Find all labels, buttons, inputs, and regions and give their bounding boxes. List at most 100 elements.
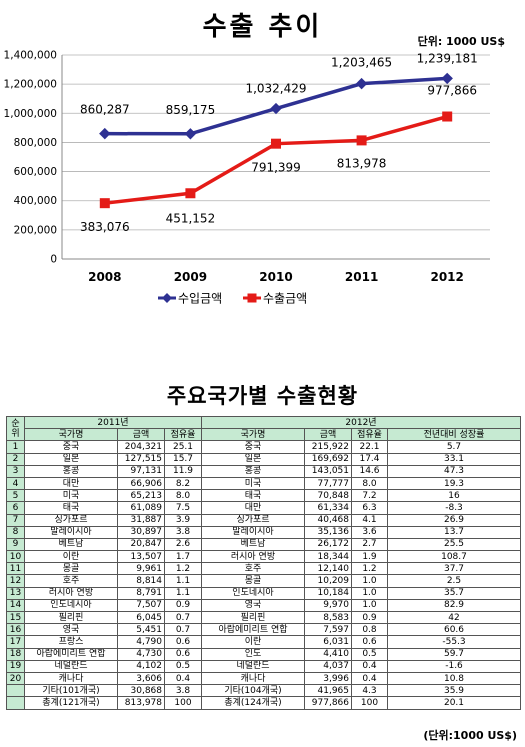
legend-marker (247, 293, 257, 303)
table-cell: 4,730 (117, 647, 165, 661)
data-label: 859,175 (166, 103, 216, 117)
table-row: 8 말레이시아 30,897 3.8 말레이시아 35,136 3.6 13.7 (6, 525, 521, 539)
table-cell: 1.1 (164, 574, 202, 588)
table-row: 2 일본 127,515 15.7 일본 169,692 17.4 33.1 (6, 452, 521, 466)
x-tick-label: 2011 (345, 270, 378, 284)
data-point (185, 188, 196, 199)
table-cell: 러시아 연방 (24, 586, 118, 600)
table-row: 16 영국 5,451 0.7 아랍에미리트 연합 7,597 0.8 60.6 (6, 623, 521, 637)
table-cell: 일본 (24, 452, 118, 466)
data-point (442, 111, 453, 122)
table-cell: 호주 (24, 574, 118, 588)
table-row: 13 러시아 연방 8,791 1.1 인도네시아 10,184 1.0 35.7 (6, 586, 521, 600)
table-cell: 필리핀 (201, 610, 305, 625)
table-cell: 15 (6, 610, 25, 625)
table-cell: 35.7 (387, 586, 521, 600)
table-cell: 37.7 (387, 562, 521, 576)
table-row: 18 아랍에미리트 연합 4,730 0.6 인도 4,410 0.5 59.7 (6, 647, 521, 661)
table-cell: 4 (6, 476, 25, 491)
table-cell: 66,906 (117, 476, 165, 491)
table-cell: 태국 (24, 501, 118, 515)
table-cell: 대만 (201, 501, 305, 515)
table-cell: 4,102 (117, 659, 165, 673)
table-cell: 8 (6, 525, 25, 539)
data-point (355, 77, 368, 90)
col-header-share-2012: 점유율 (351, 428, 388, 442)
table-cell: 0.7 (164, 623, 202, 637)
table-cell: 40,468 (304, 513, 352, 527)
table-cell: 1 (6, 440, 25, 454)
data-label: 451,152 (166, 211, 216, 225)
table-cell: 몽골 (201, 574, 305, 588)
table-cell: 108.7 (387, 550, 521, 564)
table-cell: 19.3 (387, 476, 521, 491)
table-cell: 9,961 (117, 562, 165, 576)
x-tick-label: 2009 (174, 270, 207, 284)
table-cell: 35,136 (304, 525, 352, 539)
table-cell: 0.4 (351, 671, 388, 686)
table-cell: 영국 (201, 598, 305, 613)
table-cell: 10.8 (387, 671, 521, 686)
table-cell: 러시아 연방 (201, 550, 305, 564)
table-cell: 네덜란드 (201, 659, 305, 673)
table-cell: -55.3 (387, 635, 521, 649)
table-cell: 5.7 (387, 440, 521, 454)
table-cell (6, 696, 25, 710)
table-cell: 홍콩 (201, 464, 305, 478)
table-cell: 0.6 (351, 635, 388, 649)
table-cell: 8.0 (351, 476, 388, 491)
table-cell: 13.7 (387, 525, 521, 539)
col-header-country-2011: 국가명 (24, 428, 118, 442)
data-label: 1,203,465 (331, 56, 392, 70)
table-header-year-row: 순위 2011년 2012년 (6, 415, 521, 442)
table-cell: 30,897 (117, 525, 165, 539)
table-cell: 총계(124개국) (201, 696, 305, 710)
table-cell: 7,597 (304, 623, 352, 637)
table-row: 3 홍콩 97,131 11.9 홍콩 143,051 14.6 47.3 (6, 464, 521, 478)
table-cell: 이란 (201, 635, 305, 649)
table-cell: 중국 (201, 440, 305, 454)
table-cell: 61,089 (117, 501, 165, 515)
table-cell: 3,996 (304, 671, 352, 686)
year-header-2012: 2012년 (201, 415, 521, 430)
table-cell: 31,887 (117, 513, 165, 527)
table-cell: 4,790 (117, 635, 165, 649)
table-cell: 77,777 (304, 476, 352, 491)
legend-label: 수출금액 (263, 292, 307, 306)
data-point (441, 72, 453, 85)
table-cell: 1.9 (351, 550, 388, 564)
table-cell: 대만 (24, 476, 118, 491)
table-cell: 97,131 (117, 464, 165, 478)
table-cell: 30,868 (117, 684, 165, 698)
table-cell: 813,978 (117, 696, 165, 710)
table-cell: 4.1 (351, 513, 388, 527)
table-cell: 35.9 (387, 684, 521, 698)
table-cell: 3.8 (164, 684, 202, 698)
table-cell: 5,451 (117, 623, 165, 637)
table-cell: 20 (6, 671, 25, 686)
table-cell: 143,051 (304, 464, 352, 478)
col-header-growth-2012: 전년대비 성장률 (387, 428, 521, 442)
table-cell: 100 (164, 696, 202, 710)
table-cell: 1.2 (164, 562, 202, 576)
table-cell: 3,606 (117, 671, 165, 686)
table-cell: 싱가포르 (24, 513, 118, 527)
table-cell: 8,583 (304, 610, 352, 625)
table-cell: 1.2 (351, 562, 388, 576)
table-cell: 60.6 (387, 623, 521, 637)
table-cell: 6.3 (351, 501, 388, 515)
data-point (99, 198, 110, 209)
table-cell: 25.5 (387, 537, 521, 552)
table-row: 17 프랑스 4,790 0.6 이란 6,031 0.6 -55.3 (6, 635, 521, 649)
table-cell: 태국 (201, 489, 305, 503)
table-cell: 인도네시아 (201, 586, 305, 600)
table-cell: 4.3 (351, 684, 388, 698)
table-unit-label: (단위:1000 US$) (423, 729, 517, 742)
table-cell: 65,213 (117, 489, 165, 503)
year-header-2011: 2011년 (24, 415, 202, 430)
table-cell: 7,507 (117, 598, 165, 613)
table-cell: 1.0 (351, 574, 388, 588)
table-cell: 아랍에미리트 연합 (24, 647, 118, 661)
table-cell: 70,848 (304, 489, 352, 503)
table-cell: 프랑스 (24, 635, 118, 649)
